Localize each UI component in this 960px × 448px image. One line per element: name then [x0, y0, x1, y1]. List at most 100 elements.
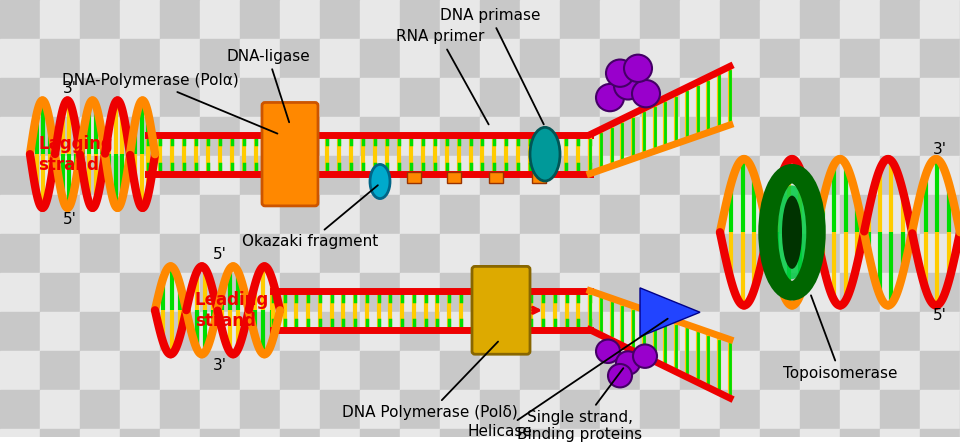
Bar — [240, 234, 280, 273]
Bar — [320, 429, 360, 448]
Bar — [800, 351, 840, 390]
Bar — [320, 117, 360, 156]
Bar — [360, 429, 400, 448]
Bar — [800, 0, 840, 39]
Bar — [560, 390, 600, 429]
Bar — [640, 78, 680, 117]
Bar — [680, 312, 720, 351]
Bar — [800, 312, 840, 351]
Bar — [520, 351, 560, 390]
Bar — [280, 390, 320, 429]
Bar — [520, 273, 560, 312]
Bar — [440, 312, 480, 351]
Bar — [40, 156, 80, 195]
Bar — [760, 156, 800, 195]
Bar — [480, 390, 520, 429]
Bar — [640, 156, 680, 195]
Bar — [400, 0, 440, 39]
Bar — [280, 234, 320, 273]
Circle shape — [596, 84, 624, 111]
Bar — [560, 312, 600, 351]
Bar — [0, 39, 40, 78]
Bar — [280, 351, 320, 390]
Bar — [160, 429, 200, 448]
Bar — [40, 39, 80, 78]
Circle shape — [608, 364, 632, 388]
Bar — [840, 78, 880, 117]
Bar — [680, 273, 720, 312]
Bar — [680, 234, 720, 273]
Bar — [600, 156, 640, 195]
Bar — [840, 273, 880, 312]
Text: 3': 3' — [933, 142, 947, 157]
Bar — [560, 351, 600, 390]
Bar — [40, 0, 80, 39]
Circle shape — [633, 345, 657, 368]
Bar — [240, 39, 280, 78]
Bar — [80, 78, 120, 117]
Bar — [360, 156, 400, 195]
Ellipse shape — [782, 196, 802, 269]
Bar — [520, 195, 560, 234]
Bar — [520, 234, 560, 273]
Bar — [400, 429, 440, 448]
Bar — [440, 234, 480, 273]
Bar — [320, 312, 360, 351]
Bar — [760, 390, 800, 429]
Bar — [880, 156, 920, 195]
Bar — [800, 39, 840, 78]
Bar — [720, 78, 760, 117]
Bar — [0, 312, 40, 351]
Bar — [280, 0, 320, 39]
Bar — [800, 234, 840, 273]
Bar — [440, 39, 480, 78]
Bar — [560, 39, 600, 78]
Bar — [800, 273, 840, 312]
Bar — [0, 78, 40, 117]
Bar — [40, 195, 80, 234]
Bar — [80, 273, 120, 312]
Bar — [840, 429, 880, 448]
Bar — [880, 429, 920, 448]
Bar — [760, 234, 800, 273]
Bar — [280, 195, 320, 234]
Bar — [480, 195, 520, 234]
Bar — [40, 351, 80, 390]
Bar — [520, 312, 560, 351]
Bar — [320, 156, 360, 195]
Bar — [280, 312, 320, 351]
Bar — [280, 39, 320, 78]
Bar — [680, 195, 720, 234]
Bar — [560, 117, 600, 156]
Circle shape — [614, 72, 642, 99]
Bar — [640, 39, 680, 78]
Bar — [520, 0, 560, 39]
Bar — [240, 312, 280, 351]
Bar — [0, 273, 40, 312]
Bar — [760, 117, 800, 156]
Bar — [440, 156, 480, 195]
Polygon shape — [640, 288, 700, 336]
FancyBboxPatch shape — [472, 267, 530, 354]
Bar — [560, 234, 600, 273]
FancyBboxPatch shape — [447, 172, 461, 183]
Bar — [120, 195, 160, 234]
Bar — [160, 156, 200, 195]
Bar — [440, 351, 480, 390]
Bar — [160, 234, 200, 273]
Bar — [200, 234, 240, 273]
Bar — [320, 0, 360, 39]
Text: DNA-Polymerase (Polα): DNA-Polymerase (Polα) — [61, 73, 277, 134]
Bar — [480, 156, 520, 195]
Bar — [240, 117, 280, 156]
Bar — [920, 351, 960, 390]
Bar — [920, 390, 960, 429]
Bar — [480, 312, 520, 351]
Bar — [80, 117, 120, 156]
Bar — [240, 351, 280, 390]
Text: Single strand,
Binding proteins: Single strand, Binding proteins — [517, 368, 642, 442]
Bar — [800, 429, 840, 448]
Bar — [520, 78, 560, 117]
Bar — [680, 0, 720, 39]
Bar — [720, 273, 760, 312]
